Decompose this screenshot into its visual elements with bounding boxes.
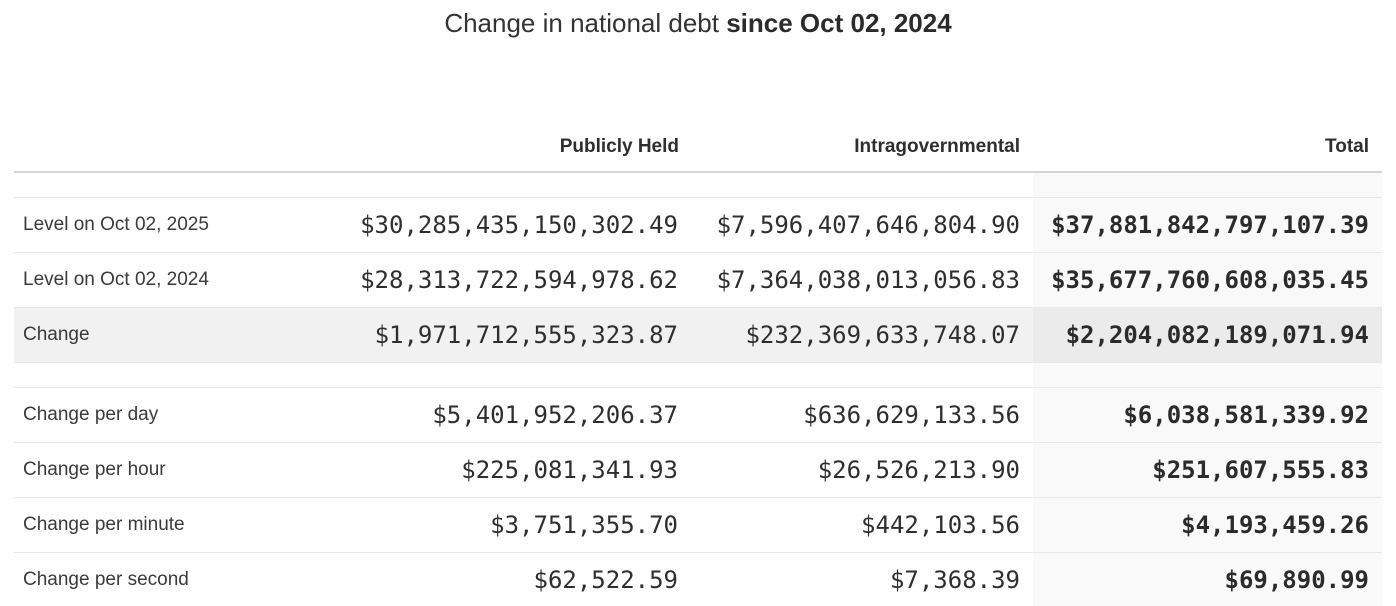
page-title: Change in national debt since Oct 02, 20… [0,0,1396,40]
row-label: Level on Oct 02, 2024 [23,269,209,290]
header-label [14,98,340,172]
publicly-held-value: $5,401,952,206.37 [432,401,678,429]
page-title-regular: Change in national debt [444,8,727,38]
intragovernmental-value: $7,364,038,013,056.83 [716,266,1020,294]
table-row-change: Change $1,971,712,555,323.87 $232,369,63… [14,307,1382,363]
table-row-level-2025: Level on Oct 02, 2025 $30,285,435,150,30… [14,197,1382,253]
total-value: $6,038,581,339.92 [1033,387,1382,443]
header-intragovernmental: Intragovernmental [854,136,1020,157]
publicly-held-value: $225,081,341.93 [461,456,678,484]
spacer-row [14,362,1382,388]
publicly-held-value: $30,285,435,150,302.49 [360,211,678,239]
table-row-change-per-minute: Change per minute $3,751,355.70 $442,103… [14,497,1382,553]
intragovernmental-value: $442,103.56 [861,511,1020,539]
table-row-level-2024: Level on Oct 02, 2024 $28,313,722,594,97… [14,252,1382,308]
row-label: Change per second [23,569,189,590]
total-value: $35,677,760,608,035.45 [1033,252,1382,308]
intragovernmental-value: $26,526,213.90 [817,456,1020,484]
intragovernmental-value: $232,369,633,748.07 [679,307,1033,363]
page-title-date: since Oct 02, 2024 [726,8,952,38]
header-publicly-held: Publicly Held [559,136,679,157]
total-value: $4,193,459.26 [1033,497,1382,553]
publicly-held-value: $28,313,722,594,978.62 [360,266,678,294]
row-label: Change per day [23,404,159,425]
table-header-row: Publicly Held Intragovernmental Total [14,98,1382,172]
total-value: $2,204,082,189,071.94 [1033,307,1382,363]
total-value: $69,890.99 [1033,552,1382,606]
intragovernmental-value: $7,368.39 [889,566,1020,594]
spacer-row [14,172,1382,198]
intragovernmental-value: $636,629,133.56 [803,401,1020,429]
row-label: Change [14,307,340,363]
row-label: Level on Oct 02, 2025 [23,214,209,235]
header-total: Total [1325,136,1369,157]
row-label: Change per minute [23,514,185,535]
publicly-held-value: $1,971,712,555,323.87 [340,307,679,363]
total-value: $251,607,555.83 [1033,442,1382,498]
national-debt-table: Publicly Held Intragovernmental Total Le… [14,98,1382,606]
publicly-held-value: $62,522.59 [533,566,679,594]
table-row-change-per-day: Change per day $5,401,952,206.37 $636,62… [14,387,1382,443]
total-value: $37,881,842,797,107.39 [1033,197,1382,253]
table-row-change-per-second: Change per second $62,522.59 $7,368.39 $… [14,552,1382,606]
publicly-held-value: $3,751,355.70 [490,511,678,539]
table-row-change-per-hour: Change per hour $225,081,341.93 $26,526,… [14,442,1382,498]
intragovernmental-value: $7,596,407,646,804.90 [716,211,1020,239]
row-label: Change per hour [23,459,166,480]
